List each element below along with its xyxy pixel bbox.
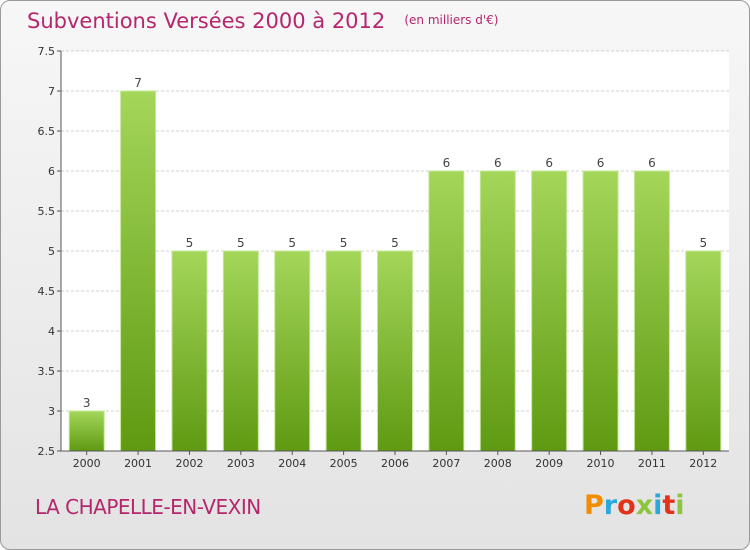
x-tick-label: 2009 bbox=[535, 457, 563, 470]
logo-letter: i bbox=[653, 490, 663, 521]
y-tick-label: 5.5 bbox=[38, 205, 56, 218]
bar bbox=[531, 170, 568, 452]
y-tick-label: 6.5 bbox=[38, 125, 56, 138]
x-tick-label: 2003 bbox=[227, 457, 255, 470]
labels: 2.5 3 3.5 4 4.5 5 5.5 6 6.5 7 7.5 3 2000 7 2001 5 2002 5 2… bbox=[38, 45, 718, 470]
bar bbox=[274, 250, 311, 452]
bar bbox=[685, 250, 722, 452]
bar bbox=[377, 250, 413, 452]
data-label: 6 bbox=[443, 156, 451, 170]
y-tick-label: 3 bbox=[48, 405, 55, 418]
x-tick-label: 2002 bbox=[175, 457, 203, 470]
data-label: 5 bbox=[340, 236, 348, 250]
x-tick-label: 2001 bbox=[124, 457, 152, 470]
bar bbox=[633, 170, 670, 452]
bar bbox=[171, 250, 208, 452]
data-label: 5 bbox=[237, 236, 245, 250]
data-label: 7 bbox=[134, 76, 142, 90]
y-tick-label: 7 bbox=[48, 85, 55, 98]
axes bbox=[57, 50, 729, 455]
y-tick-label: 5 bbox=[48, 245, 55, 258]
data-label: 6 bbox=[597, 156, 605, 170]
data-label: 5 bbox=[391, 236, 399, 250]
x-tick-label: 2008 bbox=[484, 457, 512, 470]
proxiti-logo: Proxiti bbox=[584, 490, 685, 521]
logo-letter: x bbox=[635, 490, 654, 521]
x-tick-label: 2000 bbox=[73, 457, 101, 470]
y-tick-label: 7.5 bbox=[38, 45, 56, 58]
logo-letter: P bbox=[584, 490, 604, 521]
bar bbox=[582, 170, 619, 452]
y-tick-label: 2.5 bbox=[38, 445, 56, 458]
data-label: 5 bbox=[699, 236, 707, 250]
data-label: 5 bbox=[288, 236, 296, 250]
x-tick-label: 2005 bbox=[330, 457, 358, 470]
logo-letter: o bbox=[617, 490, 636, 521]
bar bbox=[325, 250, 362, 452]
x-tick-label: 2004 bbox=[278, 457, 306, 470]
x-tick-label: 2007 bbox=[432, 457, 460, 470]
x-tick-label: 2006 bbox=[381, 457, 409, 470]
x-tick-label: 2010 bbox=[587, 457, 615, 470]
bar bbox=[68, 410, 105, 452]
x-tick-label: 2011 bbox=[638, 457, 666, 470]
y-tick-label: 4 bbox=[48, 325, 55, 338]
bar bbox=[222, 250, 259, 452]
x-tick-label: 2012 bbox=[689, 457, 717, 470]
logo-letter: t bbox=[662, 490, 676, 521]
chart-unit: (en milliers d'€) bbox=[404, 13, 499, 27]
data-label: 3 bbox=[83, 396, 91, 410]
chart-title: Subventions Versées 2000 à 2012 bbox=[27, 9, 386, 33]
title-row: Subventions Versées 2000 à 2012 (en mill… bbox=[27, 9, 498, 33]
data-label: 5 bbox=[186, 236, 194, 250]
data-label: 6 bbox=[545, 156, 553, 170]
commune-name: LA CHAPELLE-EN-VEXIN bbox=[35, 495, 261, 519]
data-label: 6 bbox=[648, 156, 656, 170]
bar bbox=[479, 170, 516, 452]
bar bbox=[120, 90, 157, 452]
logo-letter: r bbox=[603, 490, 618, 521]
y-tick-label: 4.5 bbox=[38, 285, 56, 298]
logo-letter: i bbox=[675, 490, 685, 521]
y-tick-label: 6 bbox=[48, 165, 55, 178]
y-tick-label: 3.5 bbox=[38, 365, 56, 378]
bar bbox=[428, 170, 465, 452]
data-label: 6 bbox=[494, 156, 502, 170]
